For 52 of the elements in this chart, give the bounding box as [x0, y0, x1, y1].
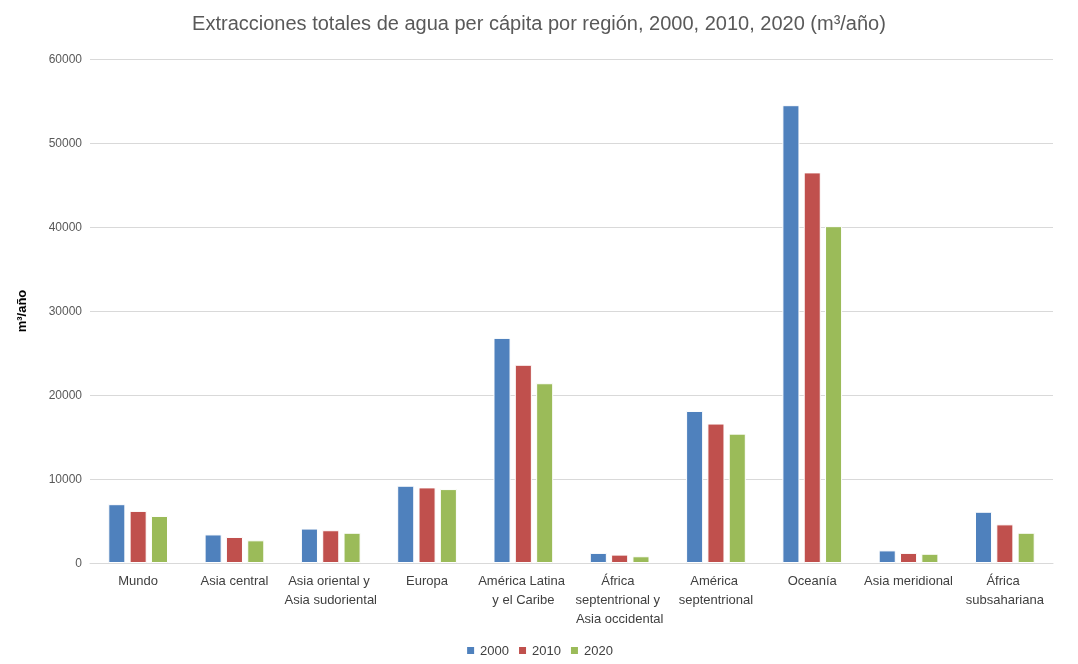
- bar: [129, 510, 147, 563]
- bar: [589, 552, 607, 563]
- bar: [514, 364, 532, 563]
- bar: [343, 532, 361, 563]
- bar: [782, 105, 800, 563]
- bar: [878, 550, 896, 563]
- bar: [996, 524, 1014, 563]
- chart-title: Extracciones totales de agua per cápita por región, 2000, 2010, 2020 (m³/año): [192, 12, 886, 34]
- y-tick-label: 30000: [48, 304, 83, 318]
- y-axis-title: m³/año: [14, 289, 29, 333]
- bar: [707, 423, 725, 563]
- bar: [900, 552, 918, 563]
- y-tick-label: 20000: [48, 388, 83, 402]
- bar: [418, 487, 436, 563]
- legend-label: 2000: [480, 643, 510, 658]
- x-tick-label: América septentrional: [678, 573, 754, 607]
- bar: [825, 226, 843, 563]
- bar: [397, 485, 415, 563]
- bar: [975, 511, 993, 563]
- bar: [204, 534, 222, 563]
- bar: [1017, 532, 1035, 563]
- bar: [803, 172, 821, 563]
- y-tick-label: 0: [75, 556, 83, 570]
- bar: [150, 515, 168, 563]
- bar: [108, 504, 126, 563]
- x-tick-label: Mundo: [118, 573, 159, 588]
- x-tick-label: América Latina y el Caribe: [478, 573, 569, 607]
- bar: [728, 433, 746, 563]
- bar: [632, 556, 650, 563]
- legend-label: 2010: [532, 643, 561, 658]
- bar: [439, 489, 457, 563]
- bar: [225, 536, 243, 563]
- bar: [300, 528, 318, 563]
- y-tick-label: 10000: [48, 472, 83, 486]
- bar: [536, 383, 554, 563]
- bar: [921, 553, 939, 563]
- x-tick-label: África septentrional y Asia occidental: [575, 573, 664, 626]
- legend-label: 2020: [583, 643, 613, 658]
- bar: [611, 554, 629, 563]
- x-tick-label: Asia oriental y Asia sudoriental: [284, 573, 378, 607]
- x-tick-label: Asia meridional: [864, 573, 954, 588]
- y-tick-label: 50000: [48, 136, 83, 150]
- x-tick-label: Europa: [406, 573, 449, 588]
- x-tick-label: Oceanía: [787, 573, 838, 588]
- y-tick-label: 40000: [48, 220, 83, 234]
- y-tick-label: 60000: [48, 52, 83, 66]
- bar: [322, 530, 340, 563]
- bar: [686, 410, 704, 563]
- bar: [493, 337, 511, 563]
- x-tick-label: África subsahariana: [965, 573, 1045, 607]
- x-tick-label: Asia central: [200, 573, 269, 588]
- bar: [247, 540, 265, 563]
